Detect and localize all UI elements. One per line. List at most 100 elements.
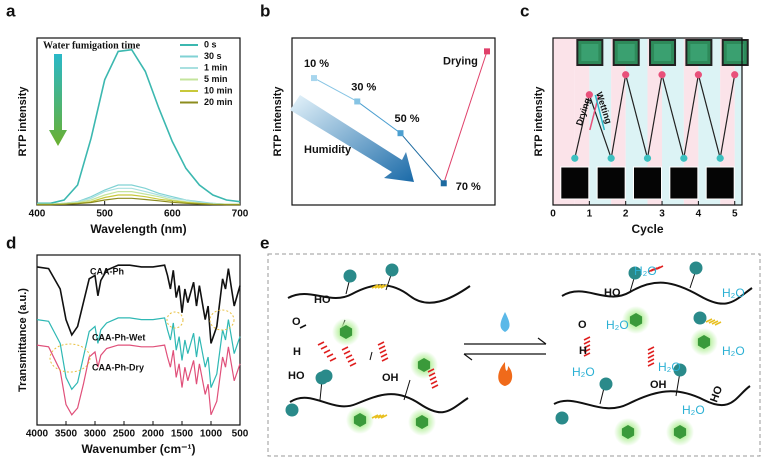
chem-label: HO xyxy=(314,294,331,306)
bond xyxy=(377,341,385,346)
legend-label: 30 s xyxy=(204,51,222,61)
point xyxy=(622,71,630,79)
chem-label: H xyxy=(293,346,301,358)
water-drop xyxy=(500,312,510,332)
series-label: CAA-Ph xyxy=(90,266,124,276)
y-axis-label: RTP intensity xyxy=(17,86,29,157)
bond xyxy=(708,319,716,324)
point-label: Drying xyxy=(443,55,478,67)
segment xyxy=(400,132,445,184)
bond xyxy=(371,284,379,289)
water-label: H₂O xyxy=(682,403,705,417)
x-tick-label: 0 xyxy=(550,209,556,220)
phenyl xyxy=(629,313,643,327)
panel-label: b xyxy=(260,1,270,20)
x-axis-label: Cycle xyxy=(631,222,663,236)
x-tick-label: 500 xyxy=(96,209,113,220)
panel-label: c xyxy=(520,1,529,20)
side-group xyxy=(385,263,399,277)
segment xyxy=(313,77,358,102)
bond xyxy=(317,341,325,346)
phenyl xyxy=(621,425,635,439)
x-tick-label: 600 xyxy=(164,209,181,220)
side-group xyxy=(673,363,687,377)
line xyxy=(37,184,240,205)
water-label: H₂O xyxy=(634,264,657,278)
diagram-labels: HO O H HO OH HO O H OH HO H₂O H₂O H₂O H₂… xyxy=(288,264,745,417)
band xyxy=(589,38,612,205)
bond xyxy=(326,353,334,358)
phenyl xyxy=(353,413,367,427)
annotation: Humidity xyxy=(304,144,352,156)
band xyxy=(683,38,699,205)
time-arrow xyxy=(49,54,67,146)
bond xyxy=(647,346,655,351)
series-label: CAA-Ph-Dry xyxy=(92,362,144,372)
panel-label: d xyxy=(6,233,16,252)
bond xyxy=(428,372,436,377)
band xyxy=(647,38,663,205)
axis-frame xyxy=(552,37,743,206)
band xyxy=(662,38,684,205)
bond xyxy=(431,384,439,389)
x-tick-label: 2 xyxy=(623,209,629,220)
water-label: H₂O xyxy=(722,286,745,300)
bond xyxy=(320,345,328,350)
chem-label: OH xyxy=(382,372,399,384)
bond xyxy=(381,357,389,362)
humidity-arrow xyxy=(290,95,414,182)
bond xyxy=(343,350,351,355)
chem-label: HO xyxy=(708,384,725,404)
legend-label: 1 min xyxy=(204,62,228,72)
bond xyxy=(329,357,337,362)
branch xyxy=(403,379,411,401)
bond xyxy=(647,354,655,359)
x-tick-label: 2500 xyxy=(113,429,136,440)
sample-photo xyxy=(596,166,626,200)
phenyl xyxy=(697,335,711,349)
legend-label: 10 min xyxy=(204,85,233,95)
segment xyxy=(356,101,401,134)
point xyxy=(571,154,579,162)
axis-frame xyxy=(291,37,496,206)
chem-label: OH xyxy=(650,379,667,391)
x-tick-label: 5 xyxy=(732,209,738,220)
segment xyxy=(443,51,488,184)
sample-photo-inner xyxy=(690,44,708,61)
point-label: 10 % xyxy=(304,58,329,70)
highlight xyxy=(49,343,91,373)
water-label: H₂O xyxy=(658,360,681,374)
point xyxy=(484,48,490,55)
band xyxy=(734,38,742,205)
bond xyxy=(380,353,388,358)
side-group xyxy=(285,403,299,417)
x-tick-label: 4000 xyxy=(26,429,49,440)
bond xyxy=(583,352,591,357)
axis-frame xyxy=(36,37,241,206)
x-tick-label: 3 xyxy=(659,209,665,220)
phenyl xyxy=(673,425,687,439)
chem-label: O xyxy=(292,316,301,328)
chem-label: HO xyxy=(288,370,305,382)
x-tick-label: 3500 xyxy=(55,429,78,440)
bond xyxy=(714,321,722,326)
point xyxy=(643,154,652,162)
band xyxy=(698,38,721,205)
bond xyxy=(347,358,355,363)
phenyl xyxy=(339,325,353,339)
phenyl xyxy=(415,415,429,429)
chem-label: H xyxy=(579,345,587,357)
series-label: CAA-Ph-Wet xyxy=(92,332,145,342)
bond xyxy=(380,284,388,289)
side-group xyxy=(343,269,357,283)
line xyxy=(574,74,736,159)
y-axis-label: RTP intensity xyxy=(272,86,284,157)
arrow-back xyxy=(463,353,546,361)
phenyl xyxy=(417,358,431,372)
bond xyxy=(378,345,386,350)
sample-photo xyxy=(633,166,662,200)
line xyxy=(36,264,241,344)
x-axis-label: Wavelength (nm) xyxy=(90,222,186,236)
sample-photo-inner xyxy=(617,44,635,61)
line xyxy=(36,344,241,416)
